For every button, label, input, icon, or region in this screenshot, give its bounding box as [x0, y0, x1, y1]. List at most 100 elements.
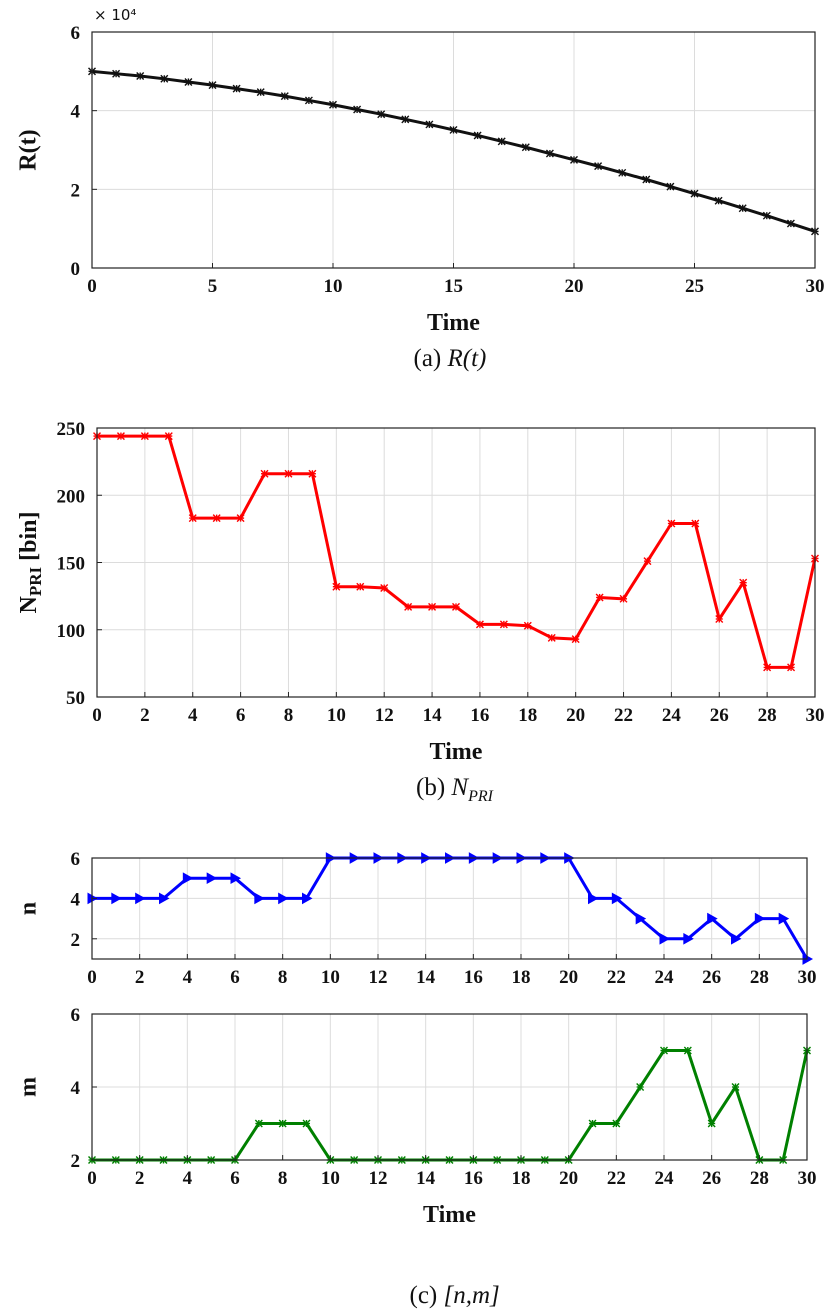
- marker-stroke: [660, 1046, 668, 1055]
- data-point-27: [731, 1083, 740, 1091]
- x-tick-label: 20: [566, 705, 585, 726]
- y-axis-label-subscript: PRI: [26, 566, 45, 596]
- marker-stroke: [188, 514, 197, 523]
- x-tick-label: 5: [208, 276, 218, 297]
- marker-stroke: [619, 594, 628, 603]
- data-point-16: [475, 620, 484, 629]
- chart-panel-b: 0 2 4 6 8 10 12 14 16 18 20 22 24 26 28 305010015020025…: [16, 419, 825, 805]
- data-point-17: [497, 137, 506, 146]
- x-tick-label: 8: [284, 705, 294, 726]
- marker-stroke: [787, 663, 796, 672]
- data-point-15: [449, 125, 458, 134]
- marker-stroke: [666, 182, 675, 191]
- data-point-29: [787, 663, 796, 672]
- x-tick-label: 0: [92, 705, 102, 726]
- marker-stroke: [260, 469, 269, 478]
- data-point-13: [401, 115, 410, 124]
- y-tick-label: 2: [71, 1151, 81, 1172]
- data-point-26: [707, 1119, 716, 1128]
- data-point-23: [642, 175, 651, 184]
- data-point-14: [428, 602, 437, 611]
- marker-stroke: [715, 614, 724, 623]
- marker-stroke: [356, 582, 365, 591]
- marker-stroke: [212, 514, 221, 523]
- marker-stroke: [497, 137, 506, 146]
- x-tick-label: 0: [87, 1168, 97, 1189]
- panel-caption: (a) R(t): [414, 345, 487, 372]
- y-tick-label: 6: [71, 1005, 81, 1026]
- marker-stroke: [236, 514, 245, 523]
- data-point-1: [116, 432, 125, 441]
- x-tick-label: 30: [806, 276, 825, 297]
- data-point-7: [254, 1119, 263, 1128]
- y-tick-label: 200: [57, 486, 86, 507]
- series-markers-0: [87, 852, 814, 965]
- marker-stroke: [377, 110, 386, 119]
- x-tick-label: 15: [444, 276, 463, 297]
- y-tick-label: 0: [71, 259, 81, 280]
- data-point-9: [304, 96, 313, 105]
- marker-stroke: [762, 211, 771, 220]
- caption-subscript: PRI: [467, 788, 494, 805]
- data-point-11: [353, 105, 362, 114]
- data-point-25: [691, 519, 700, 528]
- x-tick-label: 26: [702, 1168, 721, 1189]
- x-tick-label: 12: [369, 967, 388, 988]
- marker-stroke: [304, 96, 313, 105]
- caption-prefix: (a): [414, 345, 448, 372]
- marker-stroke: [401, 115, 410, 124]
- marker-stroke: [595, 593, 604, 602]
- marker-stroke: [521, 143, 530, 152]
- data-point-17: [499, 620, 508, 629]
- caption-math: R(t): [447, 345, 487, 372]
- marker-stroke: [302, 1119, 311, 1128]
- caption-math: N: [450, 774, 469, 801]
- x-tick-label: 4: [183, 1168, 193, 1189]
- data-point-24: [666, 182, 675, 191]
- x-tick-label: 28: [758, 705, 777, 726]
- data-point-25: [683, 932, 694, 945]
- caption-math: [n,m]: [444, 1282, 500, 1309]
- x-tick-label: 26: [702, 967, 721, 988]
- series-markers-0: [93, 432, 819, 672]
- marker-stroke: [547, 633, 556, 642]
- data-point-9: [302, 892, 313, 905]
- data-point-22: [618, 168, 627, 177]
- marker-stroke: [256, 88, 265, 97]
- x-tick-label: 20: [559, 1168, 578, 1189]
- series-markers-0: [88, 1046, 811, 1164]
- data-point-18: [523, 621, 532, 630]
- data-point-18: [521, 143, 530, 152]
- data-point-22: [619, 594, 628, 603]
- data-point-21: [588, 1119, 597, 1128]
- data-point-5: [208, 81, 217, 90]
- data-point-19: [545, 149, 554, 158]
- marker-stroke: [739, 578, 748, 587]
- data-point-9: [302, 1119, 311, 1128]
- series-line-0: [92, 856, 809, 960]
- x-tick-label: 10: [327, 705, 346, 726]
- data-point-8: [278, 1119, 287, 1128]
- marker-stroke: [499, 620, 508, 629]
- marker-stroke: [691, 519, 700, 528]
- data-point-28: [762, 211, 771, 220]
- x-tick-label: 14: [416, 1168, 436, 1189]
- x-tick-label: 24: [655, 1168, 675, 1189]
- x-tick-label: 28: [750, 967, 769, 988]
- marker-stroke: [571, 635, 580, 644]
- data-point-20: [570, 155, 578, 164]
- x-tick-label: 30: [806, 705, 825, 726]
- marker-stroke: [452, 602, 460, 611]
- y-tick-label: 150: [57, 554, 86, 575]
- data-point-6: [230, 872, 242, 885]
- panel-caption: (c) [n,m]: [410, 1282, 500, 1309]
- data-point-25: [683, 1046, 692, 1055]
- data-point-28: [754, 912, 766, 925]
- marker-stroke: [473, 131, 482, 140]
- data-point-24: [659, 932, 671, 945]
- data-point-7: [254, 892, 265, 905]
- x-tick-label: 30: [798, 967, 817, 988]
- x-tick-label: 2: [135, 1168, 145, 1189]
- plot-frame: [91, 857, 808, 960]
